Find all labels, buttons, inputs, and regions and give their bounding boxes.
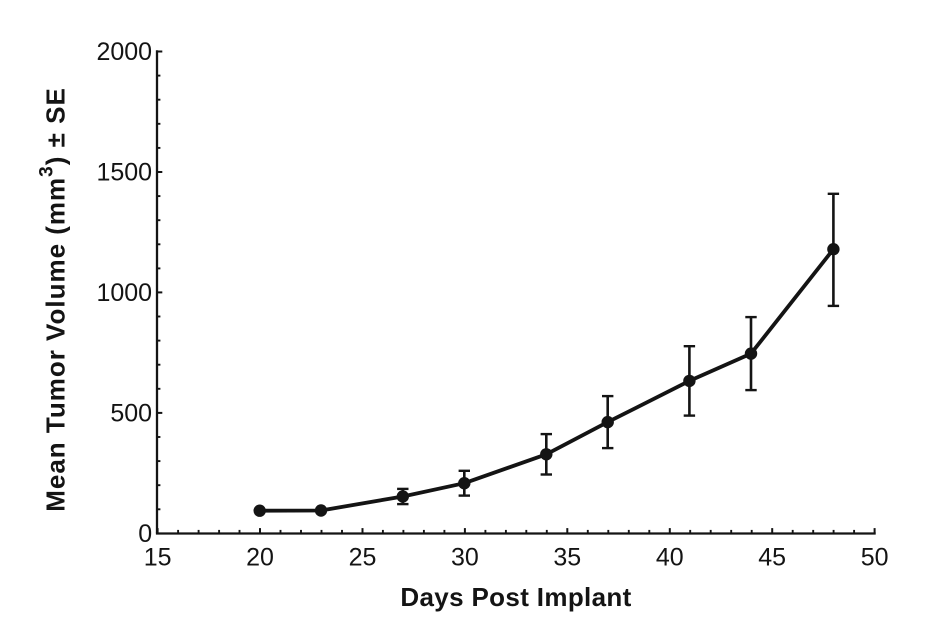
svg-text:30: 30 <box>451 543 479 571</box>
svg-text:50: 50 <box>861 543 889 571</box>
svg-text:Mean Tumor Volume (mm3) ± SE: Mean Tumor Volume (mm3) ± SE <box>37 87 71 512</box>
svg-text:0: 0 <box>138 520 152 548</box>
svg-text:500: 500 <box>110 400 152 428</box>
svg-text:1000: 1000 <box>96 279 152 307</box>
svg-text:35: 35 <box>553 543 581 571</box>
svg-text:2000: 2000 <box>96 38 152 66</box>
svg-text:40: 40 <box>656 543 684 571</box>
svg-text:20: 20 <box>246 543 274 571</box>
svg-text:25: 25 <box>349 543 377 571</box>
svg-text:1500: 1500 <box>96 159 152 187</box>
svg-text:45: 45 <box>758 543 786 571</box>
svg-text:15: 15 <box>144 543 172 571</box>
svg-text:Days Post Implant: Days Post Implant <box>400 582 631 612</box>
